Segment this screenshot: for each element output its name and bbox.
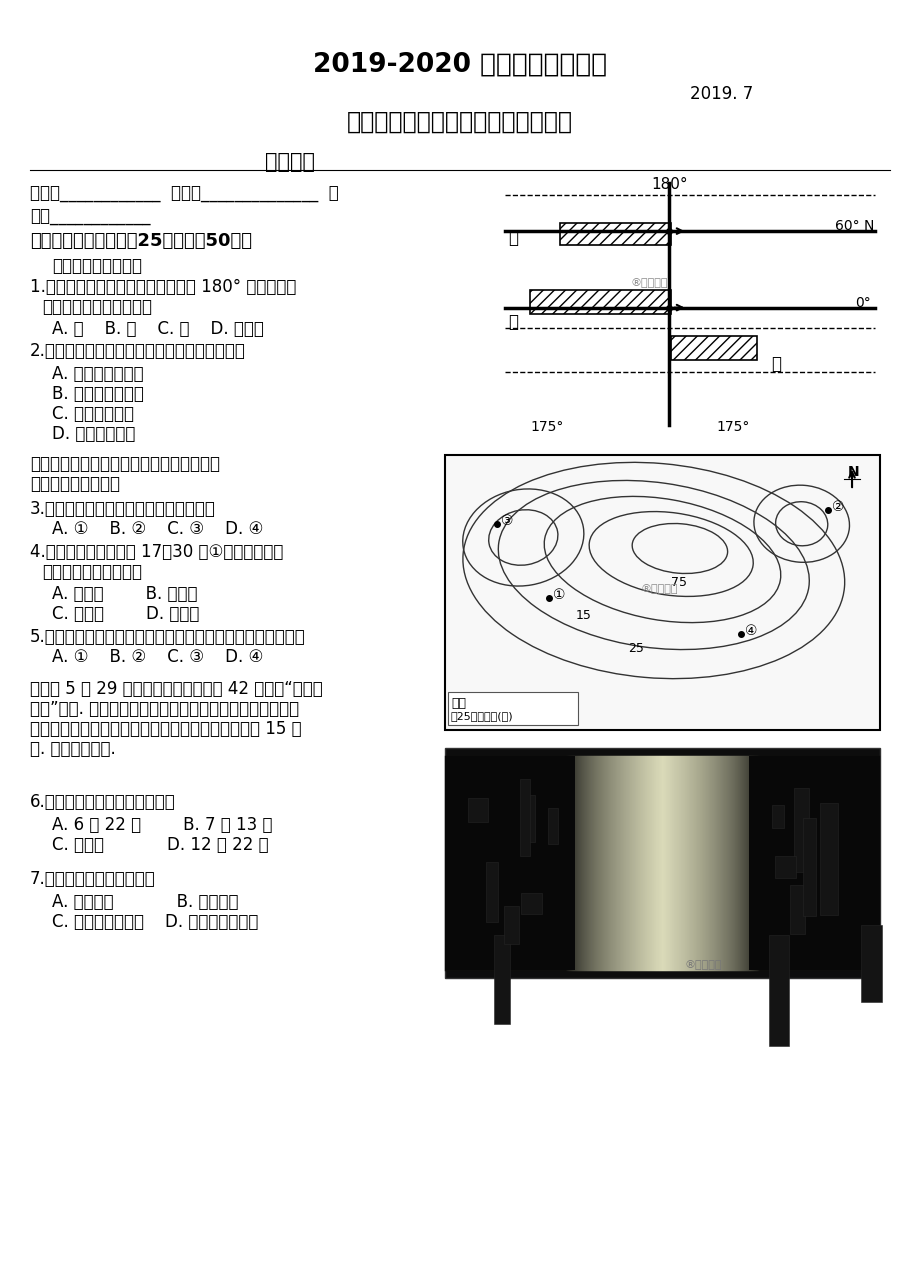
- Bar: [468, 798, 488, 822]
- Text: ®正确教育: ®正确教育: [684, 961, 721, 970]
- Bar: [775, 856, 795, 878]
- Text: 的所有的走向街道，呈现一幅壮观的景象，时间长达 15 分: 的所有的走向街道，呈现一幅壮观的景象，时间长达 15 分: [30, 720, 301, 738]
- Text: ®正确教育: ®正确教育: [630, 278, 667, 288]
- Text: A. 甲的比例尺最小: A. 甲的比例尺最小: [52, 364, 143, 383]
- Text: A. ①    B. ②    C. ③    D. ④: A. ① B. ② C. ③ D. ④: [52, 648, 263, 666]
- Bar: [503, 906, 518, 944]
- Text: 15: 15: [575, 609, 591, 622]
- Text: 黄山一中高三年级上学期第二次月考: 黄山一中高三年级上学期第二次月考: [346, 110, 573, 134]
- Text: A. ①    B. ②    C. ③    D. ④: A. ① B. ② C. ③ D. ④: [52, 520, 263, 538]
- Text: 钟. 完成下列各题.: 钟. 完成下列各题.: [30, 740, 116, 758]
- Bar: [547, 808, 558, 843]
- Text: 同时到达，速度最快的是: 同时到达，速度最快的是: [42, 298, 152, 316]
- Bar: [494, 935, 510, 1024]
- Bar: [445, 455, 879, 730]
- Text: C. 乙的面积最大: C. 乙的面积最大: [52, 405, 134, 423]
- Text: 一、单选题（本大题入25小题，入50分）: 一、单选题（本大题入25小题，入50分）: [30, 232, 252, 250]
- Bar: [671, 335, 756, 359]
- Text: 25: 25: [627, 642, 643, 655]
- Text: 175°: 175°: [529, 420, 562, 434]
- Bar: [819, 803, 837, 915]
- Text: ③: ③: [501, 513, 513, 527]
- Text: ④: ④: [744, 624, 756, 638]
- Text: 7.　图中街道的走向大致为: 7. 图中街道的走向大致为: [30, 870, 155, 888]
- Text: 丙: 丙: [770, 355, 780, 373]
- Text: A. 正东方        B. 西南方: A. 正东方 B. 西南方: [52, 585, 198, 603]
- Text: ②: ②: [831, 499, 844, 513]
- Bar: [789, 885, 804, 934]
- Bar: [448, 692, 577, 725]
- Text: 乙: 乙: [507, 312, 517, 330]
- Text: 地理试卷: 地理试卷: [265, 152, 314, 172]
- Text: D. 丙的面积最小: D. 丙的面积最小: [52, 426, 135, 443]
- Text: C. 春分日            D. 12 月 22 日: C. 春分日 D. 12 月 22 日: [52, 836, 268, 854]
- Bar: [520, 893, 541, 913]
- Text: B. 丙的比例尺最大: B. 丙的比例尺最大: [52, 385, 143, 403]
- Text: 75: 75: [671, 576, 686, 589]
- Bar: [445, 755, 575, 970]
- Text: 图例: 图例: [450, 697, 466, 710]
- Bar: [802, 818, 815, 916]
- Text: 读图回答下列各题。: 读图回答下列各题。: [30, 475, 119, 493]
- Bar: [529, 289, 671, 313]
- Text: A. 东西走向            B. 南北走向: A. 东西走向 B. 南北走向: [52, 893, 238, 911]
- Text: 下图为福建省某无人海岛的等高线地形图。: 下图为福建省某无人海岛的等高线地形图。: [30, 455, 220, 473]
- Bar: [859, 925, 880, 1001]
- Bar: [560, 223, 671, 245]
- Text: －25－等高线(米): －25－等高线(米): [450, 711, 513, 721]
- Text: 5.　若要拍摄以该岛主峰为背景的照片，选择最合适的地点是: 5. 若要拍摄以该岛主峰为背景的照片，选择最合适的地点是: [30, 628, 305, 646]
- Bar: [519, 778, 529, 856]
- Text: ®正确教育: ®正确教育: [640, 585, 677, 594]
- Text: 考号：____________  班级：______________  姓: 考号：____________ 班级：______________ 姓: [30, 185, 338, 203]
- Bar: [771, 805, 784, 828]
- Text: 3.　图中四地最早能观测到日出的地点是: 3. 图中四地最早能观测到日出的地点是: [30, 499, 216, 519]
- Text: 读图，完成下列各题: 读图，完成下列各题: [52, 257, 142, 275]
- Bar: [749, 755, 879, 970]
- Bar: [521, 795, 535, 842]
- Text: 180°: 180°: [651, 177, 687, 192]
- Text: A. 甲    B. 乙    C. 丙    D. 乙和丙: A. 甲 B. 乙 C. 丙 D. 乙和丙: [52, 320, 264, 338]
- Text: C. 东南方        D. 正西方: C. 东南方 D. 正西方: [52, 605, 199, 623]
- Text: N: N: [847, 465, 858, 479]
- Text: 0°: 0°: [854, 296, 869, 310]
- Bar: [793, 787, 808, 873]
- Text: 60° N: 60° N: [834, 219, 873, 233]
- Bar: [445, 748, 879, 978]
- Text: 6.　一年中另一次的时间应该是: 6. 一年中另一次的时间应该是: [30, 792, 176, 812]
- Text: 悬日”美景. 该景观一年出现两次，日落时阳光将洒满曼哈顿: 悬日”美景. 该景观一年出现两次，日落时阳光将洒满曼哈顿: [30, 699, 299, 719]
- Text: 下图为 5 月 29 日，美国纽约受哈顿第 42 街出现“曼哈顿: 下图为 5 月 29 日，美国纽约受哈顿第 42 街出现“曼哈顿: [30, 680, 323, 698]
- Text: 片，此时太阳方位应为: 片，此时太阳方位应为: [42, 563, 142, 581]
- Text: 175°: 175°: [715, 420, 749, 434]
- Text: 1.　甲、乙、丙三艰船同时出发驶向 180° 经线，而且: 1. 甲、乙、丙三艰船同时出发驶向 180° 经线，而且: [30, 278, 296, 296]
- Bar: [768, 935, 788, 1046]
- Text: ①: ①: [553, 589, 565, 603]
- Text: 甲: 甲: [507, 229, 517, 247]
- Bar: [485, 861, 497, 921]
- Text: C. 东北－西南走向    D. 西北－东南走向: C. 东北－西南走向 D. 西北－东南走向: [52, 913, 258, 931]
- Text: 2.　有关甲、乙、丙附近三个阴影区域正确的是: 2. 有关甲、乙、丙附近三个阴影区域正确的是: [30, 341, 245, 361]
- Text: 2019-2020 学年精品地理资料: 2019-2020 学年精品地理资料: [312, 52, 607, 78]
- Text: A. 6 月 22 日        B. 7 月 13 日: A. 6 月 22 日 B. 7 月 13 日: [52, 817, 272, 834]
- Text: 4.　若某人于北京时间 17：30 在①处拍摄日落照: 4. 若某人于北京时间 17：30 在①处拍摄日落照: [30, 543, 283, 561]
- Text: 2019. 7: 2019. 7: [689, 85, 753, 103]
- Text: 名：____________: 名：____________: [30, 208, 151, 225]
